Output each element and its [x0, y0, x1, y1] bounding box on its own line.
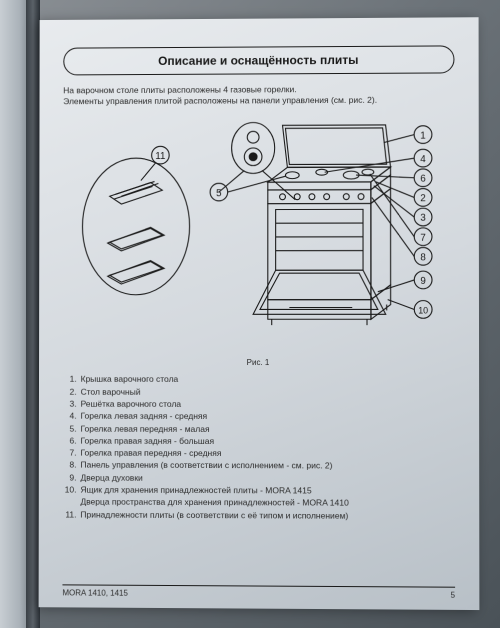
legend-text: Решётка варочного стола: [81, 398, 181, 410]
legend-number: 11.: [63, 508, 81, 520]
footer-model: MORA 1410, 1415: [62, 588, 127, 597]
section-title: Описание и оснащённость плиты: [158, 53, 358, 68]
legend-text: Ящик для хранения принадлежностей плиты …: [80, 484, 311, 497]
stove-diagram: 11: [63, 111, 455, 357]
manual-page: Описание и оснащённость плиты На варочно…: [39, 17, 480, 610]
page-footer: MORA 1410, 1415 5: [62, 584, 455, 599]
figure-caption: Рис. 1: [63, 358, 455, 367]
legend-text: Дверца духовки: [80, 471, 142, 484]
legend-row: 6.Горелка правая задняя - большая: [63, 434, 455, 447]
callout-8: 8: [420, 252, 426, 263]
legend-row: 4.Горелка левая задняя - средняя: [63, 410, 455, 423]
left-page-edge: [0, 0, 28, 628]
callout-4: 4: [420, 154, 426, 165]
callout-6: 6: [420, 174, 426, 185]
legend-text: Горелка левая передняя - малая: [81, 422, 210, 435]
legend-row: 1.Крышка варочного стола: [63, 373, 455, 386]
legend-text: Панель управления (в соответствии с испо…: [81, 459, 333, 472]
legend-number: 1.: [63, 373, 81, 385]
callout-2: 2: [420, 194, 426, 205]
intro-text-2: Элементы управления плитой расположены н…: [63, 94, 454, 106]
callout-1: 1: [420, 131, 425, 142]
section-title-box: Описание и оснащённость плиты: [63, 45, 454, 75]
legend-list: 1.Крышка варочного стола2.Стол варочный3…: [63, 373, 455, 522]
legend-number: 9.: [63, 471, 81, 483]
callout-10: 10: [418, 306, 428, 316]
legend-number: 4.: [63, 410, 81, 422]
legend-text: Горелка правая передняя - средняя: [81, 447, 222, 460]
legend-row: 2.Стол варочный: [63, 385, 455, 398]
legend-number: 3.: [63, 398, 81, 410]
legend-number: 6.: [63, 434, 81, 446]
legend-row: 5.Горелка левая передняя - малая: [63, 422, 455, 435]
legend-number: 5.: [63, 422, 81, 434]
legend-number: 8.: [63, 459, 81, 471]
legend-text: Принадлежности плиты (в соответствии с е…: [80, 508, 348, 522]
callout-3: 3: [420, 213, 426, 224]
callout-9: 9: [420, 276, 426, 287]
callout-5: 5: [216, 188, 222, 199]
legend-text: Стол варочный: [81, 385, 141, 397]
legend-number: 10.: [63, 484, 81, 496]
legend-number: 7.: [63, 447, 81, 459]
legend-text: Горелка правая задняя - большая: [81, 434, 214, 447]
callout-11: 11: [155, 151, 165, 162]
legend-row: 11.Принадлежности плиты (в соответствии …: [63, 508, 455, 522]
legend-row: 3.Решётка варочного стола: [63, 398, 455, 411]
legend-text: Крышка варочного стола: [81, 373, 179, 385]
legend-number: 2.: [63, 385, 81, 397]
footer-page-number: 5: [451, 591, 456, 600]
legend-text: Горелка левая задняя - средняя: [81, 410, 208, 423]
callout-7: 7: [420, 233, 426, 244]
